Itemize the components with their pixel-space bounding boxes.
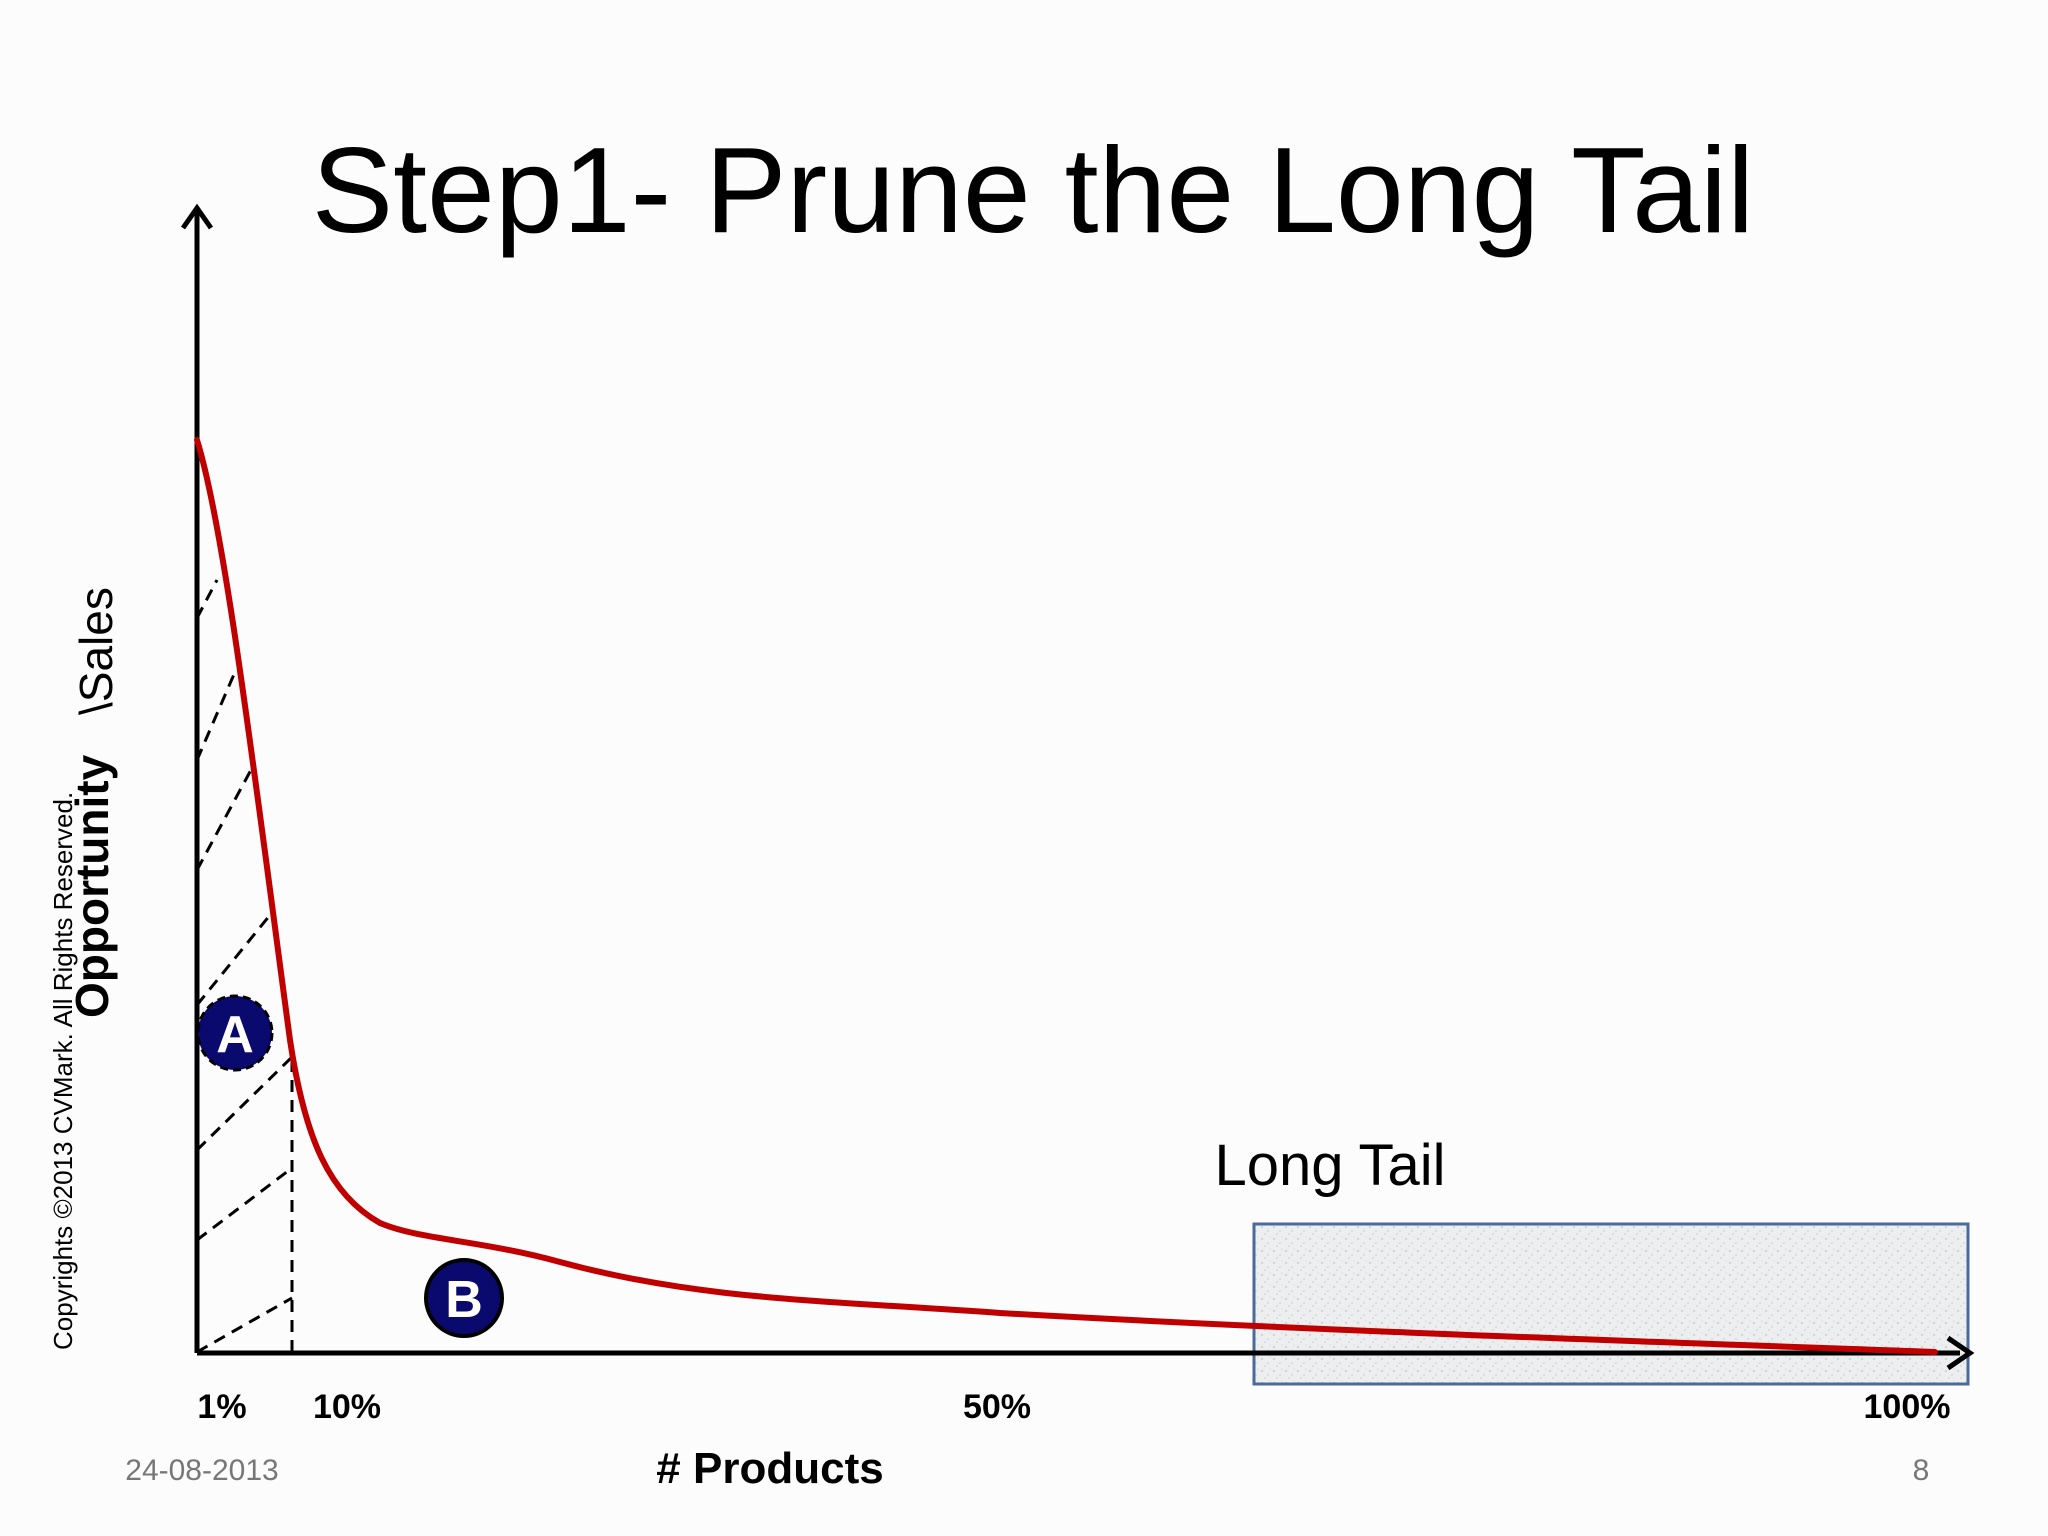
slide-page-number: 8	[1913, 1454, 1930, 1487]
x-tick-1: 1%	[197, 1388, 246, 1426]
long-tail-box	[1252, 1222, 1970, 1386]
y-axis-arrowhead	[180, 203, 214, 230]
axes	[180, 203, 1975, 1371]
x-axis-arrowhead	[1946, 1335, 1975, 1371]
region-a-badge: A	[196, 994, 274, 1072]
x-tick-50: 50%	[963, 1388, 1031, 1426]
y-axis-label-sales: \Sales	[70, 587, 122, 715]
x-tick-10: 10%	[313, 1388, 381, 1426]
long-tail-label: Long Tail	[1214, 1133, 1445, 1198]
sales-curve	[194, 437, 1938, 1355]
slide-date: 24-08-2013	[125, 1454, 278, 1487]
y-axis-label-opportunity: Opportunity	[66, 754, 118, 1018]
copyright-notice: Copyrights ©2013 CVMark. All Rights Rese…	[48, 792, 78, 1350]
region-a-label: A	[216, 1006, 254, 1064]
slide-title: Step1- Prune the Long Tail	[312, 122, 1754, 258]
region-b-badge: B	[424, 1258, 504, 1338]
x-axis-label: # Products	[656, 1444, 883, 1493]
region-b-label: B	[445, 1271, 483, 1329]
x-tick-100: 100%	[1864, 1388, 1951, 1426]
region-a-hatching	[195, 579, 294, 1354]
